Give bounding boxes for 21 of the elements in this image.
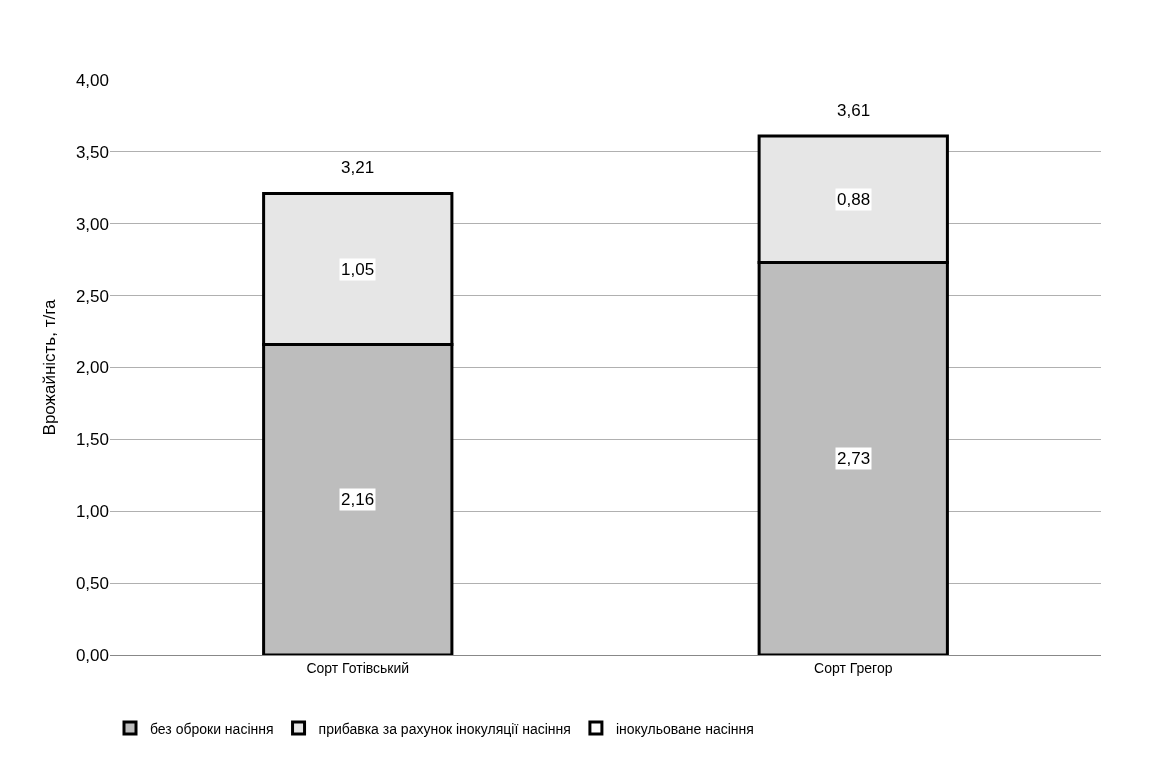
total-label: 3,21 [341,158,375,177]
legend-label: інокульоване насіння [615,720,754,737]
legend-label: прибавка за рахунок інокуляції насіння [318,720,571,737]
y-tick-label: 2,00 [75,358,109,378]
y-tick-label: 2,50 [75,286,109,306]
data-label: 2,73 [837,449,871,468]
y-tick-label: 3,50 [75,142,109,162]
y-axis-title: Врожайність, т/га [40,299,60,436]
legend-label: без оброки насіння [150,720,274,737]
x-tick-label: Сорт Грегор [814,659,893,676]
y-tick-label: 1,00 [75,502,109,522]
y-tick-label: 4,00 [75,70,109,90]
y-tick-label: 0,50 [75,574,109,594]
data-label: 0,88 [837,190,871,209]
total-label: 3,61 [837,101,871,120]
y-tick-label: 3,00 [75,214,109,234]
data-label: 2,16 [341,490,375,509]
y-tick-label: 0,00 [75,645,109,665]
x-tick-label: Сорт Готівський [306,659,410,676]
data-label: 1,05 [341,260,375,279]
y-tick-label: 1,50 [75,430,109,450]
